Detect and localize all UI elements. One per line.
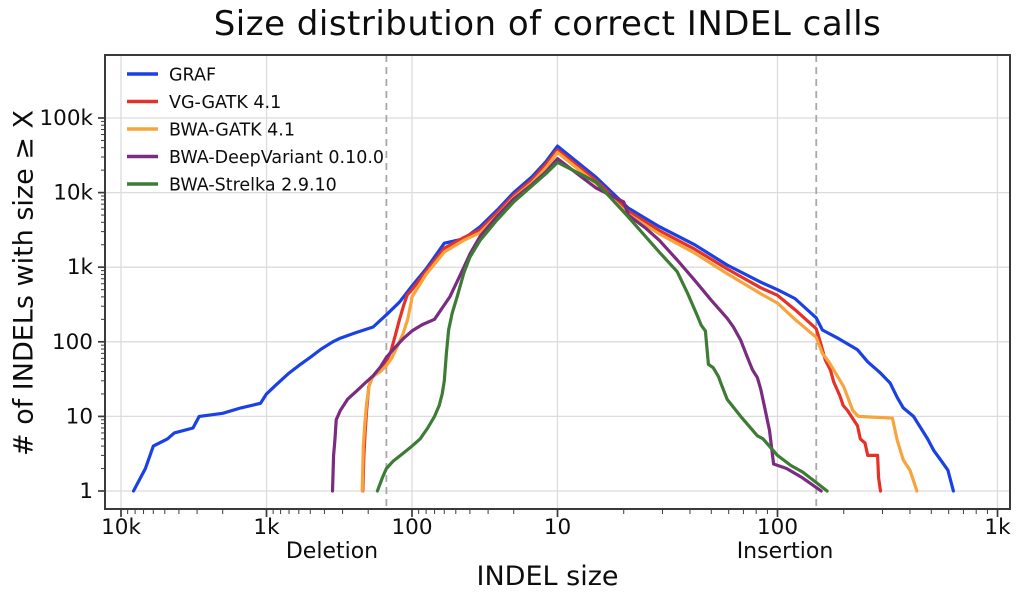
x-tick-label: 10k [101, 515, 141, 540]
y-tick-label: 1 [79, 479, 93, 504]
y-axis-label: # of INDELs with size ≥ X [8, 109, 40, 457]
x-axis-label: INDEL size [476, 561, 619, 592]
x-tick-label: 1k [984, 515, 1011, 540]
y-tick-label: 10k [53, 181, 93, 206]
legend-label-bwa-gatk-4-1: BWA-GATK 4.1 [169, 121, 295, 141]
legend-label-vg-gatk-4-1: VG-GATK 4.1 [169, 93, 281, 113]
legend-label-bwa-deepvariant-0-10-0: BWA-DeepVariant 0.10.0 [169, 148, 384, 168]
legend-item-graf: GRAF [127, 66, 216, 86]
legend-item-bwa-deepvariant-0-10-0: BWA-DeepVariant 0.10.0 [127, 148, 384, 168]
legend-item-vg-gatk-4-1: VG-GATK 4.1 [127, 93, 281, 113]
axes-spines [104, 54, 1011, 510]
x-tick-label: 100 [391, 515, 432, 540]
legend-item-bwa-strelka-2-9-10: BWA-Strelka 2.9.10 [127, 176, 337, 196]
series-line-graf [131, 144, 956, 493]
x-tick-label: 1k [253, 515, 280, 540]
x-deletion-label: Deletion [285, 539, 379, 564]
legend: GRAF VG-GATK 4.1 BWA-GATK 4.1 BWA-DeepVaria… [127, 66, 384, 196]
series-group [131, 144, 956, 493]
legend-item-bwa-gatk-4-1: BWA-GATK 4.1 [127, 121, 295, 141]
y-tick-label: 1k [67, 255, 94, 280]
legend-label-graf: GRAF [169, 66, 216, 86]
y-tick-label: 10 [66, 404, 93, 429]
x-tick-label: 100 [757, 515, 798, 540]
legend-label-bwa-strelka-2-9-10: BWA-Strelka 2.9.10 [169, 176, 337, 196]
x-insertion-label: Insertion [736, 539, 834, 564]
y-tick-label: 100 [52, 330, 93, 355]
y-tick-label: 100k [40, 106, 94, 131]
series-line-bwa-strelka-2-9-10 [375, 160, 829, 493]
chart-title: Size distribution of correct INDEL calls [213, 4, 882, 44]
series-line-bwa-gatk-4-1 [360, 150, 919, 493]
x-tick-label: 10 [544, 515, 571, 540]
